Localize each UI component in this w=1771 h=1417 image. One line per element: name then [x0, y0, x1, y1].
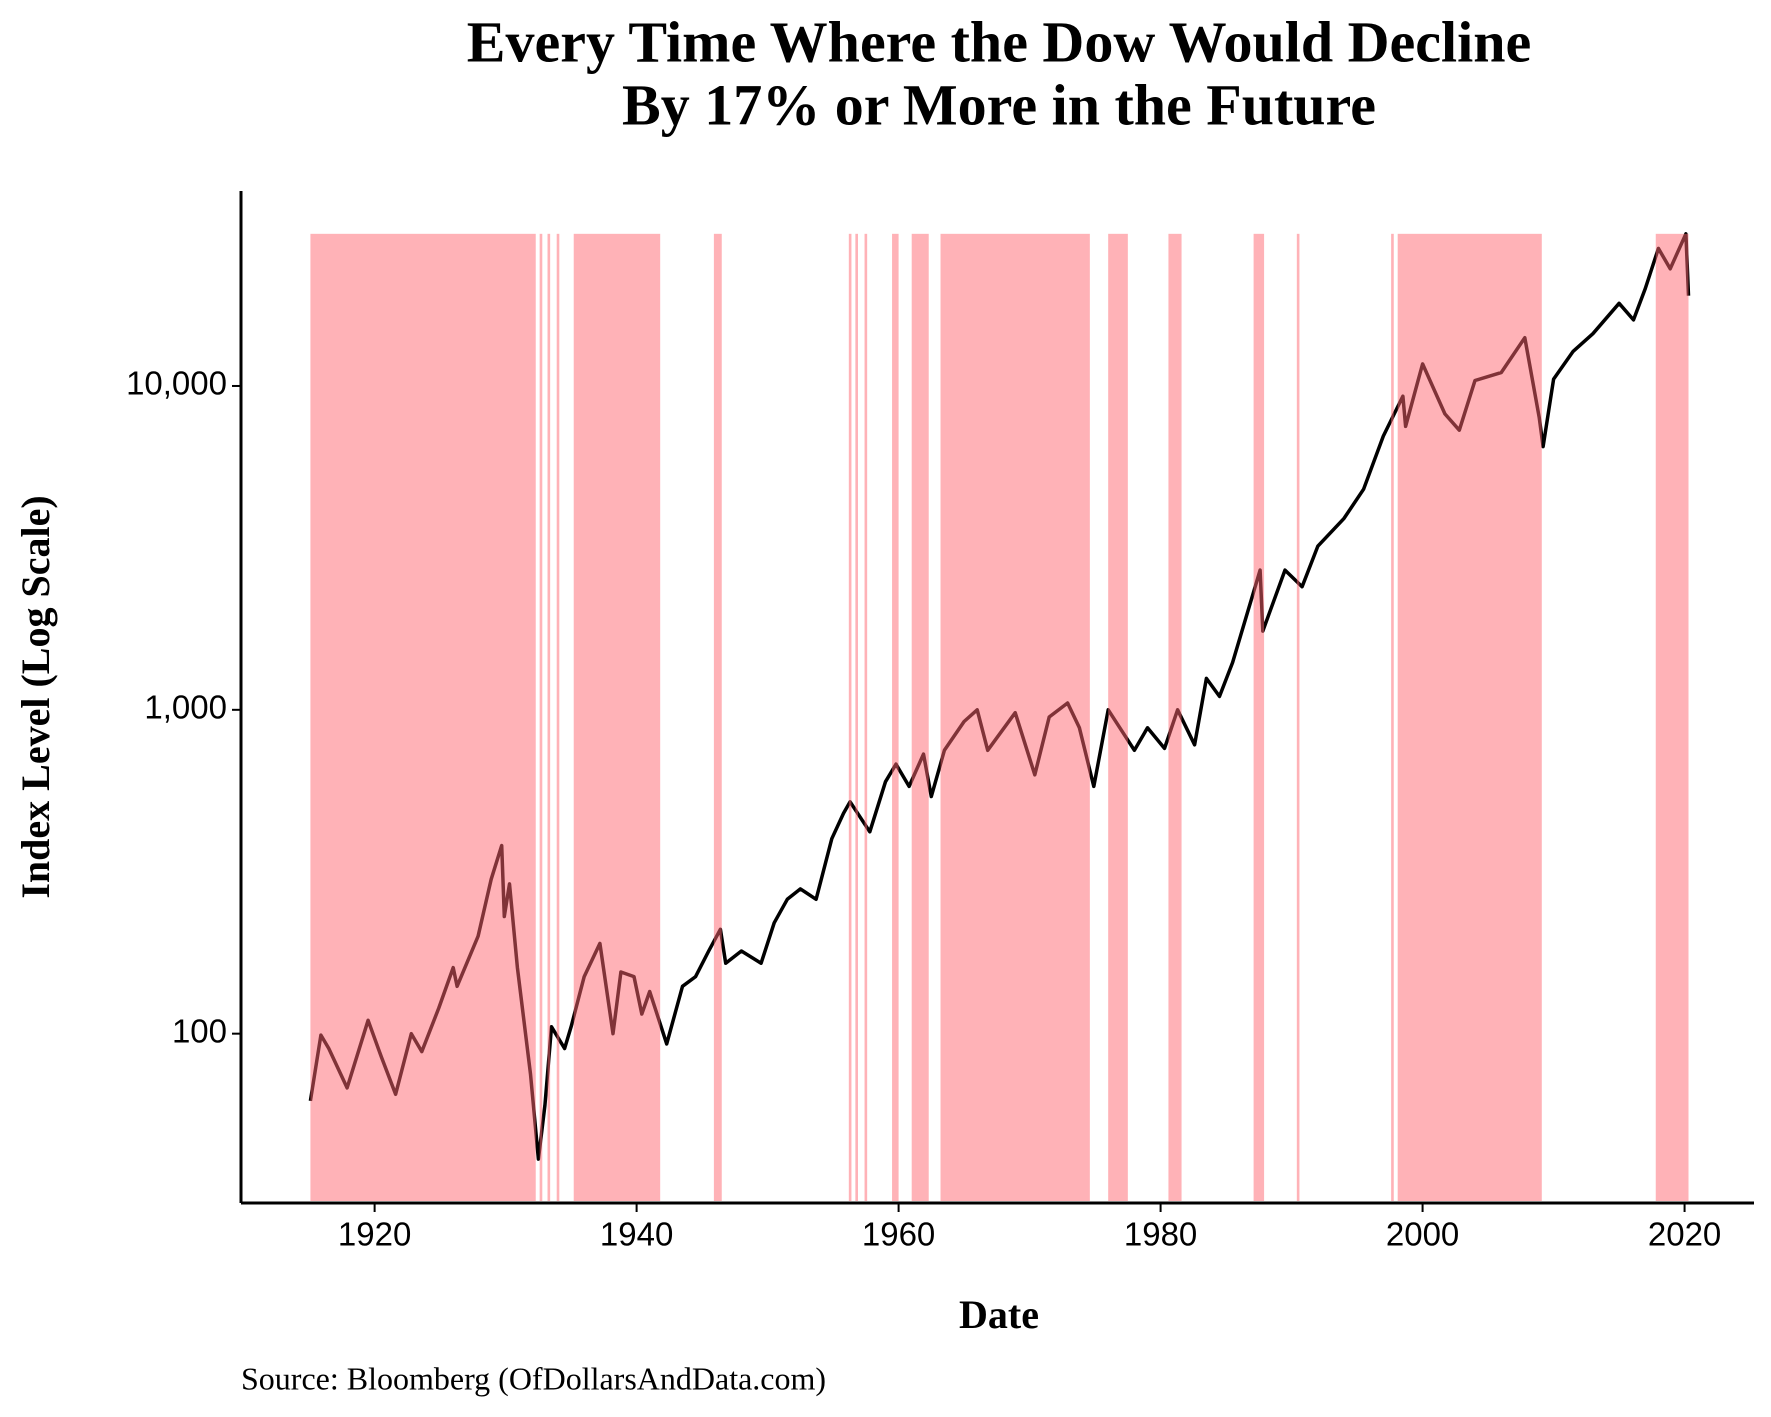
decline-shade [1655, 233, 1689, 1202]
y-axis-label: Index Level (Log Scale) [13, 495, 58, 898]
x-tick-label: 1980 [1124, 1216, 1197, 1253]
decline-shade [556, 233, 560, 1202]
x-tick-label: 1960 [862, 1216, 935, 1253]
source-note: Source: Bloomberg (OfDollarsAndData.com) [241, 1360, 826, 1396]
y-tick-label: 10,000 [126, 365, 227, 402]
decline-shade [940, 233, 1090, 1202]
decline-shade [911, 233, 929, 1202]
x-tick-label: 2020 [1648, 1216, 1721, 1253]
chart-title: Every Time Where the Dow Would Decline [467, 9, 1531, 74]
decline-shade [539, 233, 543, 1202]
decline-shade [1168, 233, 1182, 1202]
decline-shade [573, 233, 661, 1202]
decline-shade [855, 233, 858, 1202]
chart-title: By 17% or More in the Future [622, 72, 1376, 137]
y-tick-label: 1,000 [144, 689, 227, 726]
decline-shade [1108, 233, 1128, 1202]
decline-shade [547, 233, 551, 1202]
decline-shade [1391, 233, 1394, 1202]
x-axis-label: Date [959, 1292, 1039, 1337]
decline-shade [848, 233, 852, 1202]
x-tick-label: 1940 [600, 1216, 673, 1253]
decline-shade [864, 233, 868, 1202]
y-tick-label: 100 [172, 1012, 227, 1049]
x-tick-label: 1920 [338, 1216, 411, 1253]
decline-shade [310, 233, 536, 1202]
x-tick-label: 2000 [1386, 1216, 1459, 1253]
decline-shade [1253, 233, 1265, 1202]
decline-shade [713, 233, 722, 1202]
decline-shade [1397, 233, 1542, 1202]
decline-shade [892, 233, 899, 1202]
decline-shade [1296, 233, 1300, 1202]
